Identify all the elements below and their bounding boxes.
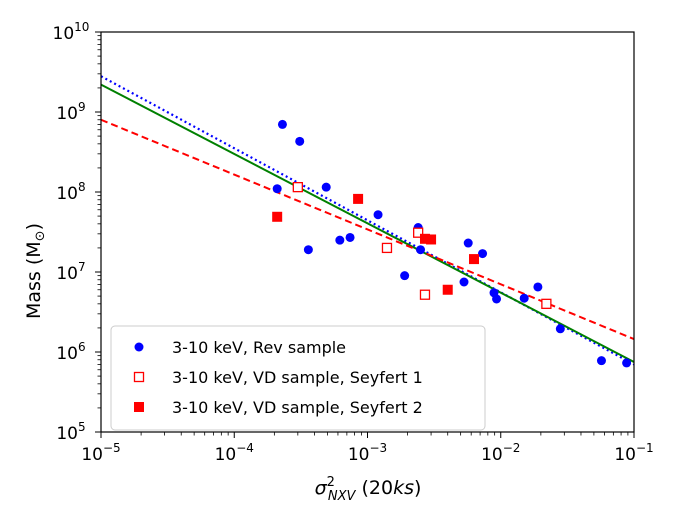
y-label-sub: ⊙ [33, 230, 48, 241]
data-point-s1 [303, 245, 313, 255]
data-point-s3 [442, 284, 453, 295]
x-label-suffix: (20 [355, 477, 393, 499]
x-tick-label: 10−3 [348, 441, 387, 465]
legend-marker-seyfert1 [133, 371, 145, 383]
x-tick-label: 10−1 [614, 441, 653, 465]
data-point-s1 [555, 324, 565, 334]
legend-label-seyfert2: 3-10 keV, VD sample, Seyfert 2 [172, 398, 423, 417]
data-point-s1 [622, 358, 632, 368]
legend: 3-10 keV, Rev sample 3-10 keV, VD sample… [110, 325, 486, 431]
legend-box [110, 325, 486, 431]
axis-ticks: 10−5 10−4 10−3 10−2 10−1 105 106 107 108 109 1010 [53, 20, 654, 465]
y-tick-label: 105 [56, 420, 85, 444]
y-tick-label: 1010 [53, 20, 90, 44]
y-tick-label: 109 [56, 100, 85, 124]
x-label-sub: NXV [328, 489, 357, 504]
data-point-s1 [277, 119, 287, 129]
x-label-sigma: σ [315, 477, 328, 499]
dotted-blue-fit [100, 75, 635, 366]
y-tick-label: 107 [56, 260, 85, 284]
x-label-close: ) [414, 477, 421, 499]
data-point-s1 [459, 277, 469, 287]
data-point-s1 [463, 238, 473, 248]
data-point-s3 [272, 211, 283, 222]
y-tick-label: 106 [56, 340, 85, 364]
data-point-s1 [416, 245, 426, 255]
x-label-italic: ks [393, 477, 414, 499]
data-point-s3 [426, 234, 437, 245]
x-tick-label: 10−2 [481, 441, 520, 465]
data-point-s1 [533, 282, 543, 292]
data-point-s1 [373, 210, 383, 220]
legend-label-seyfert1: 3-10 keV, VD sample, Seyfert 1 [172, 368, 423, 387]
fit-lines [100, 75, 635, 366]
dashed-red-fit [100, 118, 635, 341]
data-point-s1 [519, 293, 529, 303]
y-label-text: Mass (M [23, 241, 45, 319]
data-points [272, 119, 632, 368]
data-point-s2 [413, 227, 424, 238]
data-point-s3 [353, 193, 364, 204]
data-point-s2 [292, 181, 303, 193]
y-axis-label: Mass (M⊙) [23, 223, 48, 319]
data-point-s2 [419, 289, 431, 300]
data-point-s1 [321, 182, 331, 192]
data-point-s1 [400, 271, 410, 281]
y-label-close: ) [23, 223, 45, 230]
legend-marker-rev [134, 342, 144, 352]
x-label-sup: 2 [327, 475, 335, 490]
solid-green-fit [100, 83, 635, 363]
x-tick-label: 10−4 [215, 441, 254, 465]
data-point-s1 [335, 235, 345, 245]
data-point-s1 [295, 136, 305, 146]
y-tick-label: 108 [56, 180, 85, 204]
legend-marker-seyfert2 [134, 402, 144, 412]
x-tick-label: 10−5 [81, 441, 120, 465]
data-point-s1 [272, 184, 282, 194]
data-point-s1 [345, 232, 355, 242]
x-axis-label: σ2 NXV (20ks) [315, 475, 422, 504]
data-point-s2 [381, 242, 393, 254]
data-point-s1 [596, 356, 606, 366]
data-point-s2 [541, 298, 552, 309]
legend-label-rev: 3-10 keV, Rev sample [172, 338, 346, 357]
data-point-s3 [419, 233, 430, 244]
data-point-s3 [469, 254, 480, 265]
data-point-s1 [492, 294, 502, 304]
data-point-s1 [478, 249, 488, 259]
